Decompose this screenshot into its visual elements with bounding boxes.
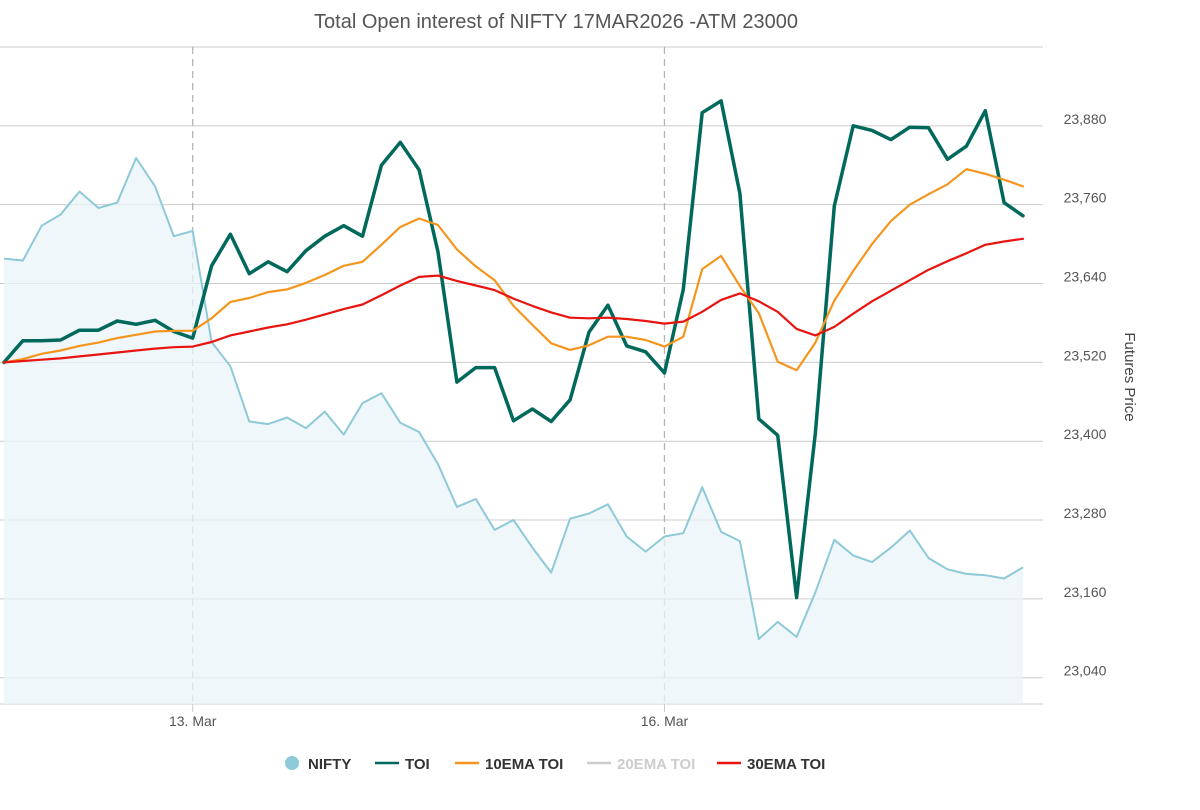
legend: NIFTY TOI 10EMA TOI 20EMA TOI 30EMA TOI [285,756,825,773]
legend-label: 30EMA TOI [747,756,825,773]
legend-label: NIFTY [308,756,351,773]
chart-title: Total Open interest of NIFTY 17MAR2026 -… [314,11,798,33]
legend-item-nifty[interactable]: NIFTY [285,756,351,773]
y-axis-ticks: 23,040 23,160 23,280 23,400 23,520 23,640 23,7… [1064,111,1107,679]
x-tick-label: 16. Mar [641,713,689,729]
legend-label: TOI [405,756,430,773]
y-tick-label: 23,040 [1064,663,1107,679]
legend-item-10ema-toi[interactable]: 10EMA TOI [455,756,563,773]
y-tick-label: 23,160 [1064,584,1107,600]
legend-marker [285,756,299,770]
y-tick-label: 23,400 [1064,426,1107,442]
legend-label: 10EMA TOI [485,756,563,773]
x-axis-ticks: 13. Mar 16. Mar [169,713,689,729]
y-axis-title: Futures Price [1121,332,1138,421]
legend-item-30ema-toi[interactable]: 30EMA TOI [717,756,825,773]
legend-label: 20EMA TOI [617,756,695,773]
y-tick-label: 23,280 [1064,505,1107,521]
y-tick-label: 23,640 [1064,269,1107,285]
plot-area [2,99,1025,704]
series-nifty-area [4,158,1023,704]
x-tick-label: 13. Mar [169,713,217,729]
y-tick-label: 23,520 [1064,347,1107,363]
legend-item-toi[interactable]: TOI [375,756,430,773]
series-30ema-toi-line [2,237,1025,364]
series-nifty-line [3,157,1024,640]
series-10ema-toi-line [2,168,1025,372]
y-tick-label: 23,880 [1064,111,1107,127]
legend-item-20ema-toi[interactable]: 20EMA TOI [587,756,695,773]
y-tick-label: 23,760 [1064,190,1107,206]
